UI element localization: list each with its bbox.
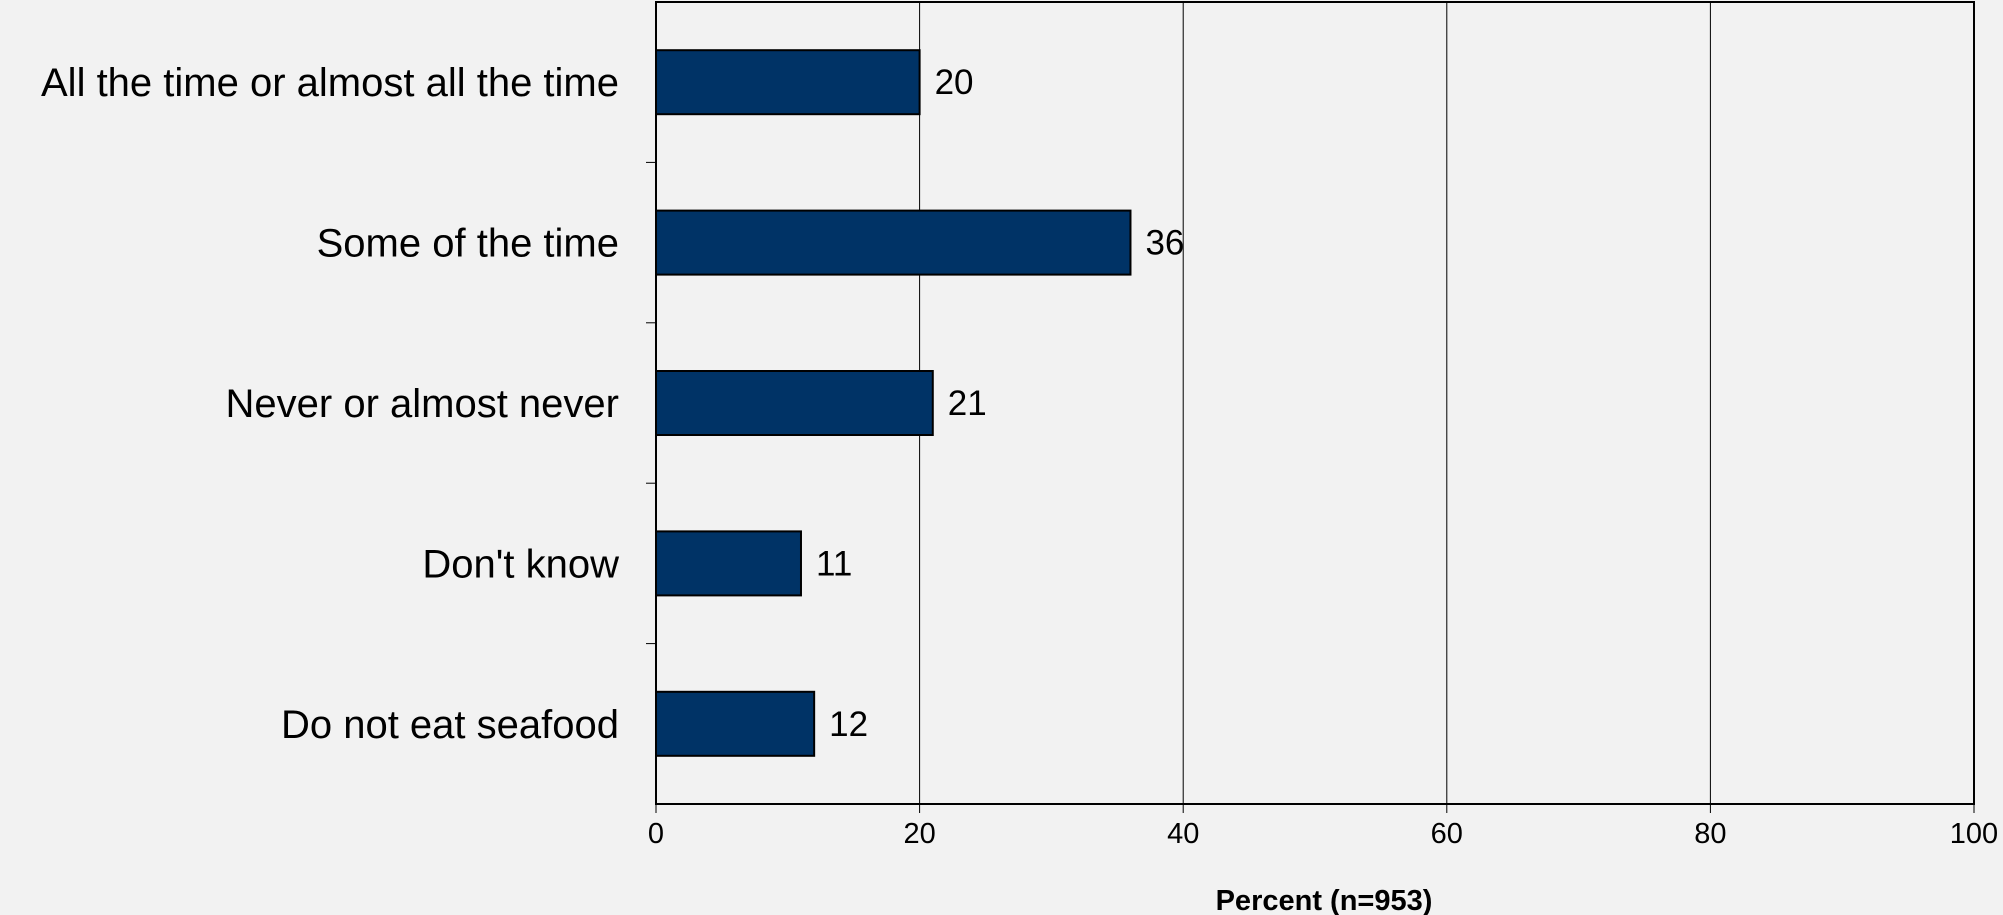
x-tick-label: 60 (1431, 818, 1463, 850)
x-tick-label: 100 (1950, 818, 1998, 850)
x-tick-label: 20 (903, 818, 935, 850)
data-label: 12 (829, 705, 868, 744)
category-label: Some of the time (317, 222, 619, 266)
x-tick-label: 0 (648, 818, 664, 850)
category-label: Don't know (422, 542, 619, 586)
data-label: 11 (816, 544, 852, 583)
category-label: Do not eat seafood (281, 703, 619, 747)
data-labels: 20 36 21 11 12 (816, 63, 1184, 744)
bar (655, 690, 816, 757)
data-label: 36 (1145, 224, 1184, 263)
bars (655, 49, 1132, 757)
x-tick-label: 40 (1167, 818, 1199, 850)
bar (655, 209, 1132, 276)
category-label: All the time or almost all the time (41, 61, 619, 105)
x-axis-title: Percent (n=953) (1216, 885, 1433, 915)
category-label: Never or almost never (226, 382, 619, 426)
axes (646, 1, 1975, 813)
bar (655, 370, 934, 436)
x-tick-labels: 0 20 40 60 80 100 (648, 818, 1998, 850)
x-tick-label: 80 (1694, 818, 1726, 850)
data-label: 21 (948, 384, 987, 423)
bar (655, 530, 802, 597)
data-label: 20 (935, 63, 974, 102)
plot-frame (655, 1, 1975, 805)
bar (655, 49, 921, 116)
category-labels: All the time or almost all the time Some … (41, 61, 619, 747)
